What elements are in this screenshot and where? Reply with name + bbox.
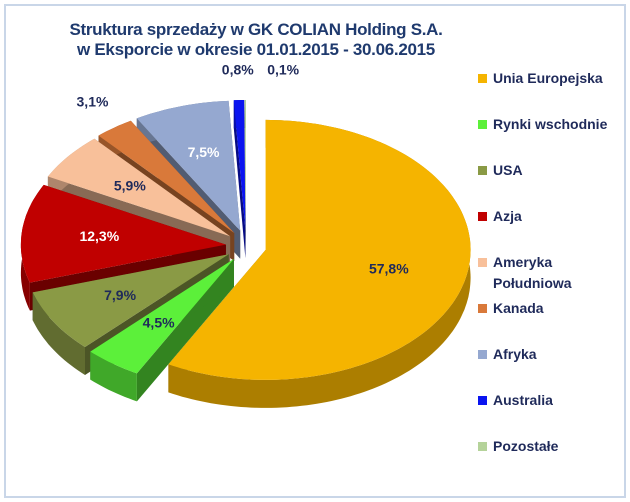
data-label: 7,5% bbox=[188, 144, 220, 160]
slice bbox=[47, 138, 231, 237]
slice-wall bbox=[233, 100, 246, 258]
data-label: 3,1% bbox=[77, 93, 109, 109]
slice-side bbox=[90, 351, 137, 402]
legend-item: Pozostałe bbox=[478, 436, 628, 482]
legend-label: Unia Europejska bbox=[493, 70, 603, 86]
legend-label: Kanada bbox=[493, 300, 544, 316]
data-label: 5,9% bbox=[114, 177, 146, 193]
legend-swatch bbox=[478, 212, 487, 221]
slice bbox=[20, 184, 226, 283]
data-label: 0,1% bbox=[267, 61, 299, 77]
legend-label: Rynki wschodnie bbox=[493, 116, 608, 132]
chart-frame: 57,8% 4,5% 7,9% 12,3% 5,9% 3,1% 7,5% 0,8% 0,1% S… bbox=[4, 4, 626, 498]
title-line: w Eksporcie w okresie 01.01.2015 - 30.06… bbox=[77, 40, 435, 59]
slice bbox=[136, 100, 241, 231]
title-line: Struktura sprzedaży w GK COLIAN Holding … bbox=[69, 20, 443, 39]
legend-swatch bbox=[478, 166, 487, 175]
data-label: 4,5% bbox=[143, 314, 175, 330]
slice bbox=[32, 254, 229, 347]
legend-label: Ameryka Południowa bbox=[493, 254, 572, 291]
slice bbox=[244, 100, 246, 230]
legend-item: Kanada bbox=[478, 298, 628, 344]
legend-item: Rynki wschodnie bbox=[478, 114, 628, 160]
legend-swatch bbox=[478, 74, 487, 83]
legend-swatch bbox=[478, 396, 487, 405]
legend-item: Azja bbox=[478, 206, 628, 252]
legend-item: Ameryka Południowa bbox=[478, 252, 628, 298]
data-label: 0,8% bbox=[222, 61, 254, 77]
slice-side bbox=[168, 119, 471, 408]
legend-label: Australia bbox=[493, 392, 553, 408]
legend-item: Unia Europejska bbox=[478, 68, 628, 114]
slice-wall bbox=[244, 100, 246, 258]
legend-label: USA bbox=[493, 162, 523, 178]
slice bbox=[90, 258, 234, 374]
slice bbox=[98, 120, 235, 233]
legend-swatch bbox=[478, 304, 487, 313]
legend-swatch bbox=[478, 120, 487, 129]
legend-label: Azja bbox=[493, 208, 522, 224]
pie-chart: 57,8% 4,5% 7,9% 12,3% 5,9% 3,1% 7,5% 0,8% 0,1% bbox=[20, 61, 471, 408]
slice-side bbox=[32, 292, 85, 375]
slice bbox=[168, 119, 471, 380]
legend-swatch bbox=[478, 258, 487, 267]
chart-title: Struktura sprzedaży w GK COLIAN Holding … bbox=[46, 20, 466, 60]
data-label: 7,9% bbox=[104, 287, 136, 303]
legend-swatch bbox=[478, 442, 487, 451]
data-label: 12,3% bbox=[79, 228, 119, 244]
data-label: 57,8% bbox=[369, 260, 409, 276]
legend: Unia Europejska Rynki wschodnie USA Azja Ame… bbox=[478, 68, 628, 482]
legend-item: USA bbox=[478, 160, 628, 206]
slice bbox=[233, 100, 246, 230]
legend-item: Afryka bbox=[478, 344, 628, 390]
legend-swatch bbox=[478, 350, 487, 359]
legend-item: Australia bbox=[478, 390, 628, 436]
legend-label: Afryka bbox=[493, 346, 537, 362]
legend-label: Pozostałe bbox=[493, 438, 559, 454]
